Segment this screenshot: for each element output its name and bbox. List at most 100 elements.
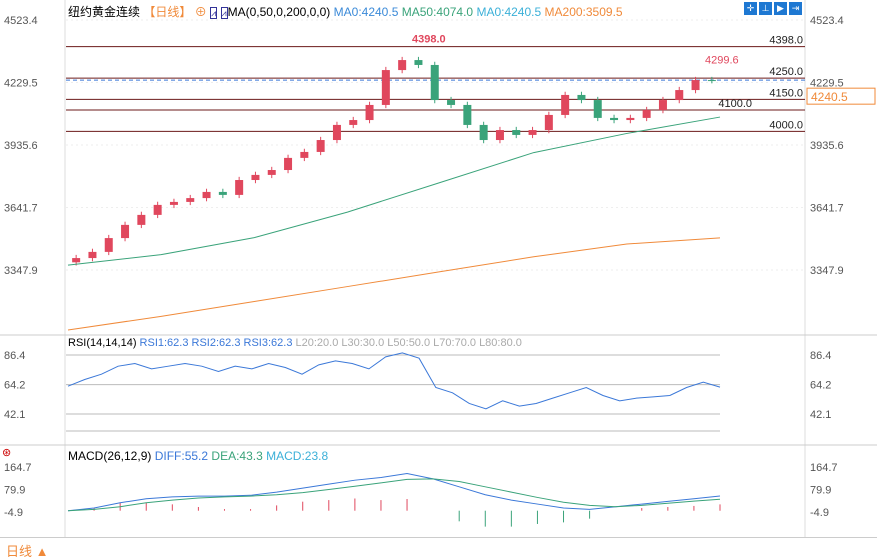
candle-body <box>349 120 358 125</box>
y-tick-label: 42.1 <box>4 409 25 421</box>
period-button[interactable]: 日线 ▲ <box>6 544 49 559</box>
price-level-label: 4100.0 <box>718 98 752 110</box>
chart-header: 纽约黄金连续 【日线】 ⊕ ⩘ ⩘MA(0,50,0,200,0,0) MA0:… <box>68 3 623 20</box>
candle-body <box>121 224 130 239</box>
candle-body <box>235 180 244 195</box>
candle-body <box>577 94 586 101</box>
rsi-legend: RSI(14,14,14) RSI1:62.3 RSI2:62.3 RSI3:6… <box>68 337 522 349</box>
ma200-value: MA200:3509.5 <box>544 5 623 19</box>
y-tick-label: 4523.4 <box>4 15 38 27</box>
diff-value: DIFF:55.2 <box>154 449 209 463</box>
ma200-line <box>67 237 721 331</box>
rsi3: RSI3:62.3 <box>243 337 293 349</box>
candle-body <box>300 151 309 158</box>
y-tick-label: 3935.6 <box>4 140 38 152</box>
y-tick-label: 3347.9 <box>810 265 844 277</box>
high-label: 4398.0 <box>412 34 446 46</box>
candle-body <box>104 238 113 252</box>
candle-body <box>169 201 178 205</box>
candle-body <box>495 130 504 141</box>
ma0-value: MA0:4240.5 <box>333 5 399 19</box>
candle-body <box>544 114 553 131</box>
candle-body <box>316 140 325 152</box>
y-tick-label: 64.2 <box>810 380 831 392</box>
y-tick-label: 4229.5 <box>4 78 38 90</box>
l50: L50:50.0 <box>387 337 431 349</box>
candle-body <box>88 251 97 259</box>
candle-body <box>707 80 716 82</box>
candle-body <box>463 104 472 125</box>
zoom-in-icon[interactable]: ⊥ <box>759 2 772 15</box>
ma-params: MA(0,50,0,200,0,0) <box>227 5 331 19</box>
y-tick-label: 79.9 <box>4 485 25 497</box>
last-price-label: 4240.5 <box>811 90 848 104</box>
candle-body <box>528 130 537 135</box>
rsi-title: RSI(14,14,14) <box>68 337 137 349</box>
macd-title: MACD(26,12,9) <box>68 449 152 463</box>
recent-high-label: 4299.6 <box>705 55 739 67</box>
macd-value: MACD:23.8 <box>266 449 329 463</box>
l20: L20:20.0 <box>295 337 339 349</box>
ma50-line <box>67 116 721 266</box>
y-tick-label: 3935.6 <box>810 140 844 152</box>
candle-body <box>251 174 260 181</box>
period-label[interactable]: 【日线】 <box>143 5 192 19</box>
l70: L70:70.0 <box>433 337 476 349</box>
crosshair-icon[interactable]: ✛ <box>744 2 757 15</box>
candle-body <box>430 64 439 101</box>
price-level-label: 4000.0 <box>769 119 803 131</box>
dea-value: DEA:43.3 <box>211 449 263 463</box>
candle-body <box>153 204 162 215</box>
y-tick-label: -4.9 <box>810 507 829 519</box>
y-tick-label: 86.4 <box>4 350 25 362</box>
price-level-label: 4398.0 <box>769 35 803 47</box>
candle-body <box>447 100 456 105</box>
candle-body <box>610 117 619 121</box>
last-price-box <box>806 87 876 105</box>
candle-body <box>267 170 276 175</box>
target-icon[interactable]: ⊛ <box>2 447 12 459</box>
candle-body <box>218 191 227 195</box>
time-axis: 日线 ▲ <box>0 537 877 559</box>
toolbar: ✛ ⊥ ▶ ⇥ <box>744 2 804 15</box>
candle-body <box>332 124 341 141</box>
macd-legend: MACD(26,12,9) DIFF:55.2 DEA:43.3 MACD:23… <box>68 449 328 463</box>
y-tick-label: 86.4 <box>810 350 831 362</box>
y-tick-label: 4229.5 <box>810 78 844 90</box>
price-level-label: 4150.0 <box>769 87 803 99</box>
candle-body <box>72 258 81 263</box>
candle-body <box>593 100 602 118</box>
y-tick-label: 64.2 <box>4 380 25 392</box>
candle-body <box>479 124 488 141</box>
settings-icon[interactable]: ⊕ <box>194 5 207 19</box>
candle-body <box>365 104 374 121</box>
y-tick-label: 42.1 <box>810 409 831 421</box>
y-tick-label: 4523.4 <box>810 15 844 27</box>
candle-body <box>284 157 293 171</box>
candle-body <box>691 80 700 91</box>
price-level-label: 4250.0 <box>769 66 803 78</box>
candle-body <box>137 214 146 225</box>
candle-body <box>642 110 651 118</box>
y-tick-label: -4.9 <box>4 507 23 519</box>
y-tick-label: 164.7 <box>810 462 838 474</box>
y-tick-label: 3641.7 <box>4 203 38 215</box>
scroll-end-icon[interactable]: ▶ <box>774 2 787 15</box>
indicator-icon[interactable]: ⩘ <box>220 7 228 19</box>
candle-body <box>561 94 570 115</box>
l30: L30:30.0 <box>341 337 385 349</box>
candle-body <box>626 117 635 121</box>
indicator-icon[interactable]: ⩘ <box>210 7 218 19</box>
rsi-line <box>67 352 721 410</box>
ma50-value: MA50:4074.0 <box>401 5 474 19</box>
rsi2: RSI2:62.3 <box>191 337 241 349</box>
candle-body <box>675 90 684 101</box>
y-tick-label: 3347.9 <box>4 265 38 277</box>
exit-icon[interactable]: ⇥ <box>789 2 802 15</box>
dea-line <box>67 478 721 512</box>
y-tick-label: 3641.7 <box>810 203 844 215</box>
candle-body <box>414 60 423 65</box>
chart-canvas[interactable]: 4523.4 4523.4 4229.5 4229.5 3935.6 3935.6 3641… <box>0 0 877 537</box>
candle-body <box>398 60 407 71</box>
candle-body <box>381 70 390 105</box>
